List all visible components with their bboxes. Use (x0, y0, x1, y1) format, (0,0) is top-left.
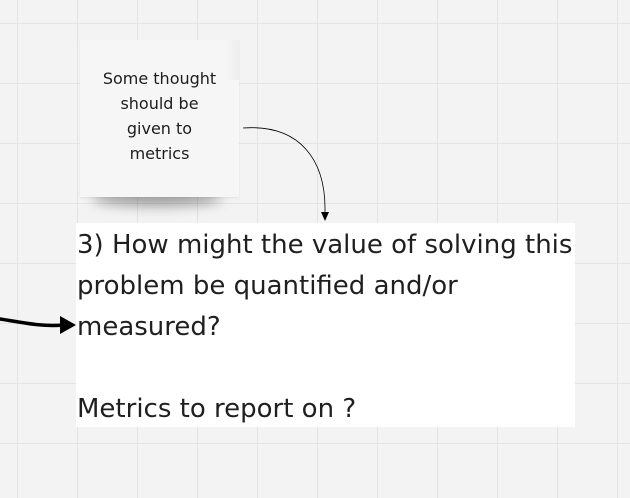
sticky-connector-line[interactable] (242, 127, 326, 213)
left-connector-arrowhead-icon (60, 316, 76, 334)
text-block[interactable]: 3) How might the value of solving this p… (76, 223, 575, 427)
left-connector-line[interactable] (0, 317, 66, 328)
sticky-note-text: Some thought should be given to metrics (102, 69, 217, 163)
question-text: 3) How might the value of solving this p… (77, 230, 573, 342)
metrics-text: Metrics to report on ? (77, 394, 357, 424)
sticky-note[interactable]: Some thought should be given to metrics (80, 40, 239, 197)
sticky-connector-arrowhead-icon (321, 212, 329, 221)
